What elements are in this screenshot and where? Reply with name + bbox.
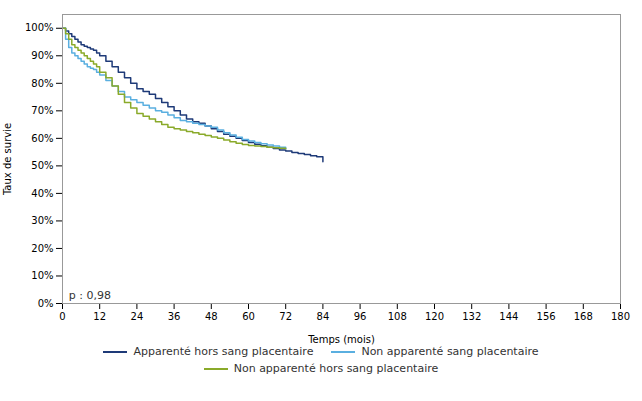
svg-text:p : 0,98: p : 0,98 bbox=[69, 289, 111, 302]
svg-text:84: 84 bbox=[317, 311, 330, 322]
svg-text:144: 144 bbox=[499, 311, 518, 322]
svg-text:48: 48 bbox=[205, 311, 218, 322]
svg-text:0: 0 bbox=[59, 311, 65, 322]
svg-text:156: 156 bbox=[537, 311, 556, 322]
svg-text:Temps (mois): Temps (mois) bbox=[307, 334, 375, 345]
svg-text:132: 132 bbox=[462, 311, 481, 322]
svg-text:60: 60 bbox=[242, 311, 255, 322]
svg-text:50%: 50% bbox=[31, 160, 53, 171]
svg-text:108: 108 bbox=[388, 311, 407, 322]
svg-text:120: 120 bbox=[425, 311, 444, 322]
html-text:Apparenté hors sang placentair: Apparenté hors sang placentaire bbox=[133, 345, 314, 358]
svg-text:0%: 0% bbox=[38, 298, 54, 309]
svg-text:10%: 10% bbox=[31, 270, 53, 281]
svg-text:90%: 90% bbox=[31, 50, 53, 61]
svg-text:30%: 30% bbox=[31, 215, 53, 226]
svg-text:96: 96 bbox=[354, 311, 367, 322]
svg-text:40%: 40% bbox=[31, 188, 53, 199]
svg-text:24: 24 bbox=[131, 311, 144, 322]
svg-text:80%: 80% bbox=[31, 78, 53, 89]
svg-text:70%: 70% bbox=[31, 105, 53, 116]
svg-text:168: 168 bbox=[574, 311, 593, 322]
html-text:Non apparenté hors sang placen: Non apparenté hors sang placentaire bbox=[233, 362, 439, 375]
svg-text:36: 36 bbox=[168, 311, 181, 322]
svg-text:Taux de survie: Taux de survie bbox=[2, 123, 13, 196]
svg-text:60%: 60% bbox=[31, 133, 53, 144]
svg-text:12: 12 bbox=[93, 311, 106, 322]
svg-text:20%: 20% bbox=[31, 243, 53, 254]
html-text:Non apparenté sang placentaire: Non apparenté sang placentaire bbox=[361, 345, 539, 358]
svg-text:72: 72 bbox=[279, 311, 292, 322]
svg-text:180: 180 bbox=[611, 311, 630, 322]
svg-text:100%: 100% bbox=[25, 22, 54, 33]
